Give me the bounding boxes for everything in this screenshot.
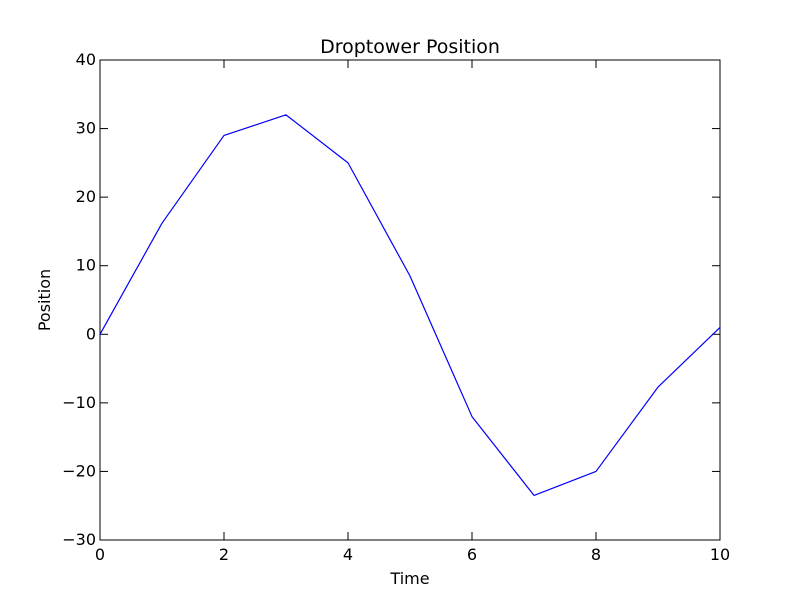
series-line: [99, 114, 721, 497]
x-tick-label: 2: [219, 545, 229, 564]
x-tick-label: 6: [467, 545, 477, 564]
y-tick-label: −30: [62, 530, 96, 549]
y-tick-label: 40: [76, 50, 96, 69]
y-tick-label: 0: [86, 324, 96, 343]
series-layer: [99, 114, 721, 497]
x-axis-label: Time: [389, 569, 429, 588]
x-tick-label: 0: [95, 545, 105, 564]
y-tick-label: −10: [62, 393, 96, 412]
x-tick-label: 10: [710, 545, 730, 564]
y-tick-label: 10: [76, 256, 96, 275]
y-tick-label: 30: [76, 119, 96, 138]
y-axis-ticks: −30 −20 −10 0 10 20 30 40: [62, 50, 720, 549]
plot-frame: [99, 59, 721, 541]
y-axis-label: Position: [35, 269, 54, 331]
chart-title: Droptower Position: [320, 36, 500, 58]
x-tick-label: 4: [343, 545, 353, 564]
y-tick-label: 20: [76, 187, 96, 206]
x-axis-ticks: 0 2 4 6 8 10: [95, 60, 730, 564]
y-tick-label: −20: [62, 461, 96, 480]
x-tick-label: 8: [591, 545, 601, 564]
